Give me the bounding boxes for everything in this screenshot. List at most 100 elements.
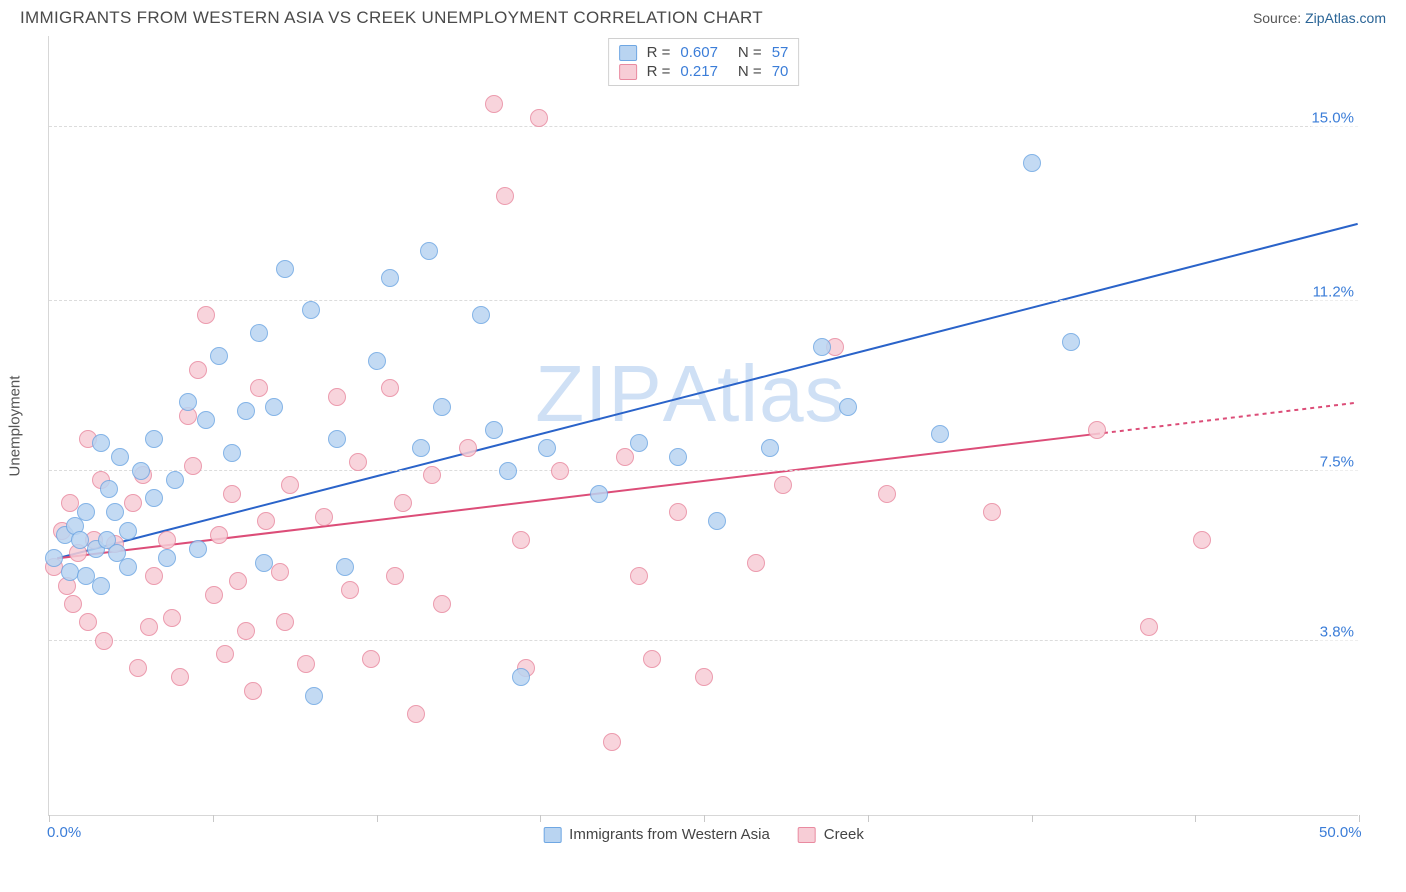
title-bar: IMMIGRANTS FROM WESTERN ASIA VS CREEK UN…	[0, 0, 1406, 32]
data-point	[485, 421, 503, 439]
data-point	[538, 439, 556, 457]
y-axis-title: Unemployment	[7, 375, 24, 476]
legend-r-label: R =	[647, 44, 671, 61]
legend-series: Immigrants from Western Asia Creek	[543, 826, 864, 843]
data-point	[77, 503, 95, 521]
legend-r-label: R =	[647, 63, 671, 80]
data-point	[349, 453, 367, 471]
data-point	[878, 485, 896, 503]
data-point	[747, 554, 765, 572]
data-point	[669, 503, 687, 521]
data-point	[423, 466, 441, 484]
data-point	[695, 668, 713, 686]
data-point	[1062, 333, 1080, 351]
data-point	[328, 388, 346, 406]
data-point	[145, 489, 163, 507]
x-tick	[1032, 815, 1033, 822]
data-point	[223, 485, 241, 503]
legend-label: Creek	[824, 826, 864, 843]
source-link[interactable]: ZipAtlas.com	[1305, 10, 1386, 26]
data-point	[336, 558, 354, 576]
x-tick	[868, 815, 869, 822]
x-tick	[213, 815, 214, 822]
data-point	[315, 508, 333, 526]
data-point	[839, 398, 857, 416]
trend-lines	[49, 36, 1358, 815]
data-point	[368, 352, 386, 370]
gridline	[49, 300, 1358, 301]
x-tick-label: 50.0%	[1319, 824, 1362, 841]
x-tick	[49, 815, 50, 822]
legend-n-value: 57	[772, 44, 789, 61]
data-point	[341, 581, 359, 599]
data-point	[189, 540, 207, 558]
legend-swatch	[619, 64, 637, 80]
data-point	[271, 563, 289, 581]
data-point	[499, 462, 517, 480]
x-tick-label: 0.0%	[47, 824, 81, 841]
data-point	[276, 613, 294, 631]
x-tick	[540, 815, 541, 822]
watermark: ZIPAtlas	[535, 348, 845, 440]
data-point	[166, 471, 184, 489]
data-point	[512, 668, 530, 686]
legend-r-value: 0.607	[680, 44, 718, 61]
data-point	[45, 549, 63, 567]
data-point	[179, 393, 197, 411]
x-tick	[1359, 815, 1360, 822]
legend-n-value: 70	[772, 63, 789, 80]
data-point	[1140, 618, 1158, 636]
data-point	[630, 434, 648, 452]
data-point	[64, 595, 82, 613]
data-point	[297, 655, 315, 673]
data-point	[216, 645, 234, 663]
data-point	[205, 586, 223, 604]
chart-title: IMMIGRANTS FROM WESTERN ASIA VS CREEK UN…	[20, 8, 763, 28]
data-point	[210, 347, 228, 365]
data-point	[302, 301, 320, 319]
data-point	[100, 480, 118, 498]
data-point	[265, 398, 283, 416]
legend-item: Creek	[798, 826, 864, 843]
scatter-plot: Unemployment ZIPAtlas R =0.607N =57R =0.…	[48, 36, 1358, 816]
data-point	[119, 558, 137, 576]
data-point	[197, 411, 215, 429]
data-point	[761, 439, 779, 457]
data-point	[106, 503, 124, 521]
data-point	[79, 613, 97, 631]
source-label: Source: ZipAtlas.com	[1253, 10, 1386, 26]
y-tick-label: 11.2%	[1313, 284, 1360, 301]
data-point	[237, 622, 255, 640]
data-point	[708, 512, 726, 530]
data-point	[124, 494, 142, 512]
data-point	[257, 512, 275, 530]
data-point	[197, 306, 215, 324]
x-tick	[1195, 815, 1196, 822]
data-point	[129, 659, 147, 677]
data-point	[669, 448, 687, 466]
legend-n-label: N =	[738, 44, 762, 61]
data-point	[145, 567, 163, 585]
data-point	[132, 462, 150, 480]
data-point	[485, 95, 503, 113]
data-point	[111, 448, 129, 466]
legend-correlation: R =0.607N =57R =0.217N =70	[608, 38, 800, 86]
data-point	[229, 572, 247, 590]
legend-label: Immigrants from Western Asia	[569, 826, 770, 843]
y-tick-label: 15.0%	[1311, 109, 1360, 126]
data-point	[237, 402, 255, 420]
data-point	[459, 439, 477, 457]
data-point	[1088, 421, 1106, 439]
data-point	[381, 269, 399, 287]
data-point	[630, 567, 648, 585]
data-point	[983, 503, 1001, 521]
data-point	[255, 554, 273, 572]
y-tick-label: 3.8%	[1320, 623, 1360, 640]
data-point	[276, 260, 294, 278]
data-point	[281, 476, 299, 494]
data-point	[119, 522, 137, 540]
gridline	[49, 470, 1358, 471]
data-point	[1023, 154, 1041, 172]
data-point	[184, 457, 202, 475]
data-point	[140, 618, 158, 636]
